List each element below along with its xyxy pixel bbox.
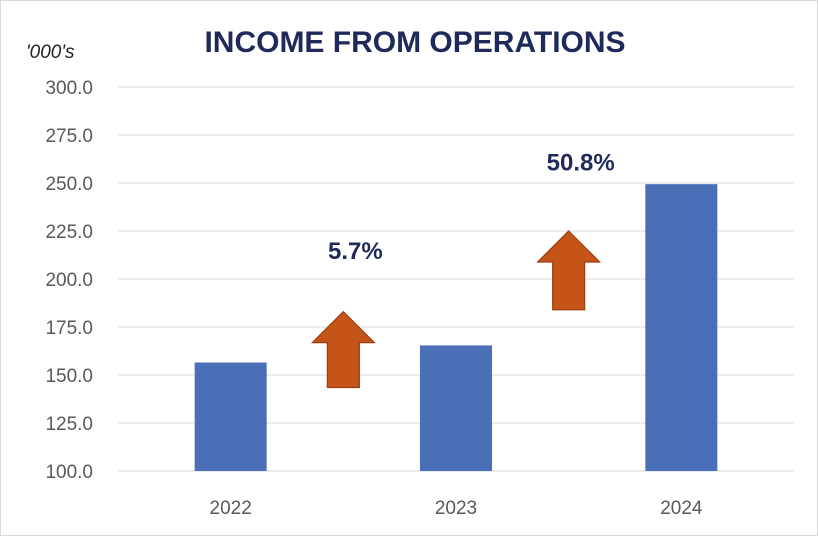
bar-2023 [420, 345, 492, 471]
y-tick-label: 225.0 [45, 222, 93, 243]
y-tick-label: 300.0 [45, 78, 93, 99]
up-arrow-icon [310, 310, 376, 389]
y-tick-label: 125.0 [45, 414, 93, 435]
unit-label: '000's [26, 42, 75, 63]
x-tick-label: 2022 [210, 498, 252, 519]
bar-2022 [194, 362, 267, 471]
y-tick-label: 200.0 [45, 270, 93, 291]
y-tick-label: 150.0 [45, 366, 93, 387]
y-tick-label: 275.0 [45, 126, 93, 147]
y-tick-label: 250.0 [45, 174, 93, 195]
up-arrow-icon [536, 230, 602, 311]
y-axis-ticks: 100.0 125.0 150.0 175.0 200.0 225.0 250.0 275.0… [45, 78, 93, 483]
x-axis-ticks: 2022 2023 2024 [210, 498, 703, 519]
bar-2024 [645, 184, 718, 472]
growth-label: 5.7% [328, 238, 383, 265]
x-tick-label: 2023 [435, 498, 477, 519]
x-tick-label: 2024 [660, 498, 703, 519]
bars [194, 184, 718, 472]
annotations: 5.7% 50.8% [310, 150, 615, 389]
y-tick-label: 175.0 [45, 318, 93, 339]
chart-title: INCOME FROM OPERATIONS [204, 26, 625, 59]
y-tick-label: 100.0 [45, 462, 93, 483]
growth-label: 50.8% [547, 150, 615, 177]
